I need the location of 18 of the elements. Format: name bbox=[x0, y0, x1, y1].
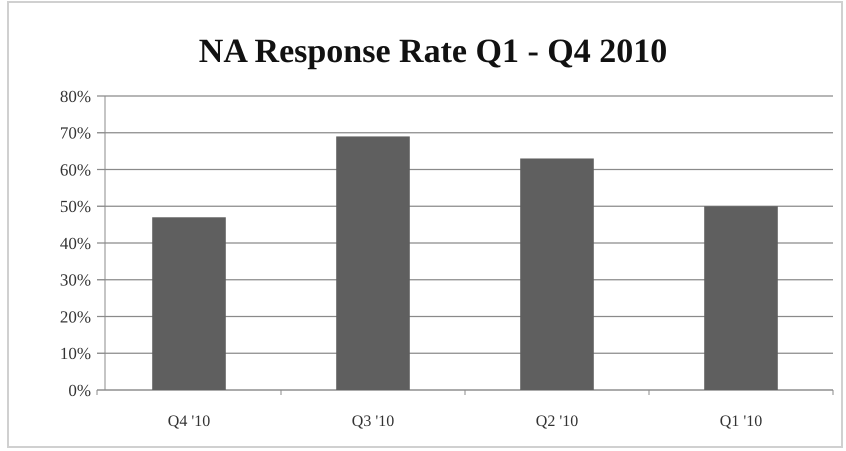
y-tick-label: 0% bbox=[68, 380, 91, 400]
y-tick-label: 80% bbox=[60, 86, 91, 106]
y-tick-label: 50% bbox=[60, 197, 91, 216]
y-tick-label: 40% bbox=[60, 234, 91, 253]
x-tick-label: Q1 '10 bbox=[720, 413, 762, 430]
x-tick-label: Q4 '10 bbox=[168, 413, 210, 430]
bar bbox=[152, 217, 226, 390]
bar bbox=[704, 206, 778, 390]
bar bbox=[336, 136, 410, 390]
bar bbox=[520, 158, 594, 390]
y-tick-label: 10% bbox=[60, 344, 91, 364]
y-tick-label: 60% bbox=[60, 160, 91, 180]
x-tick-label: Q2 '10 bbox=[536, 413, 578, 430]
y-tick-label: 20% bbox=[60, 307, 91, 326]
x-tick-label: Q3 '10 bbox=[352, 413, 394, 430]
y-tick-label: 70% bbox=[60, 124, 91, 143]
y-tick-label: 30% bbox=[60, 270, 91, 290]
chart-title: NA Response Rate Q1 - Q4 2010 bbox=[198, 33, 668, 70]
